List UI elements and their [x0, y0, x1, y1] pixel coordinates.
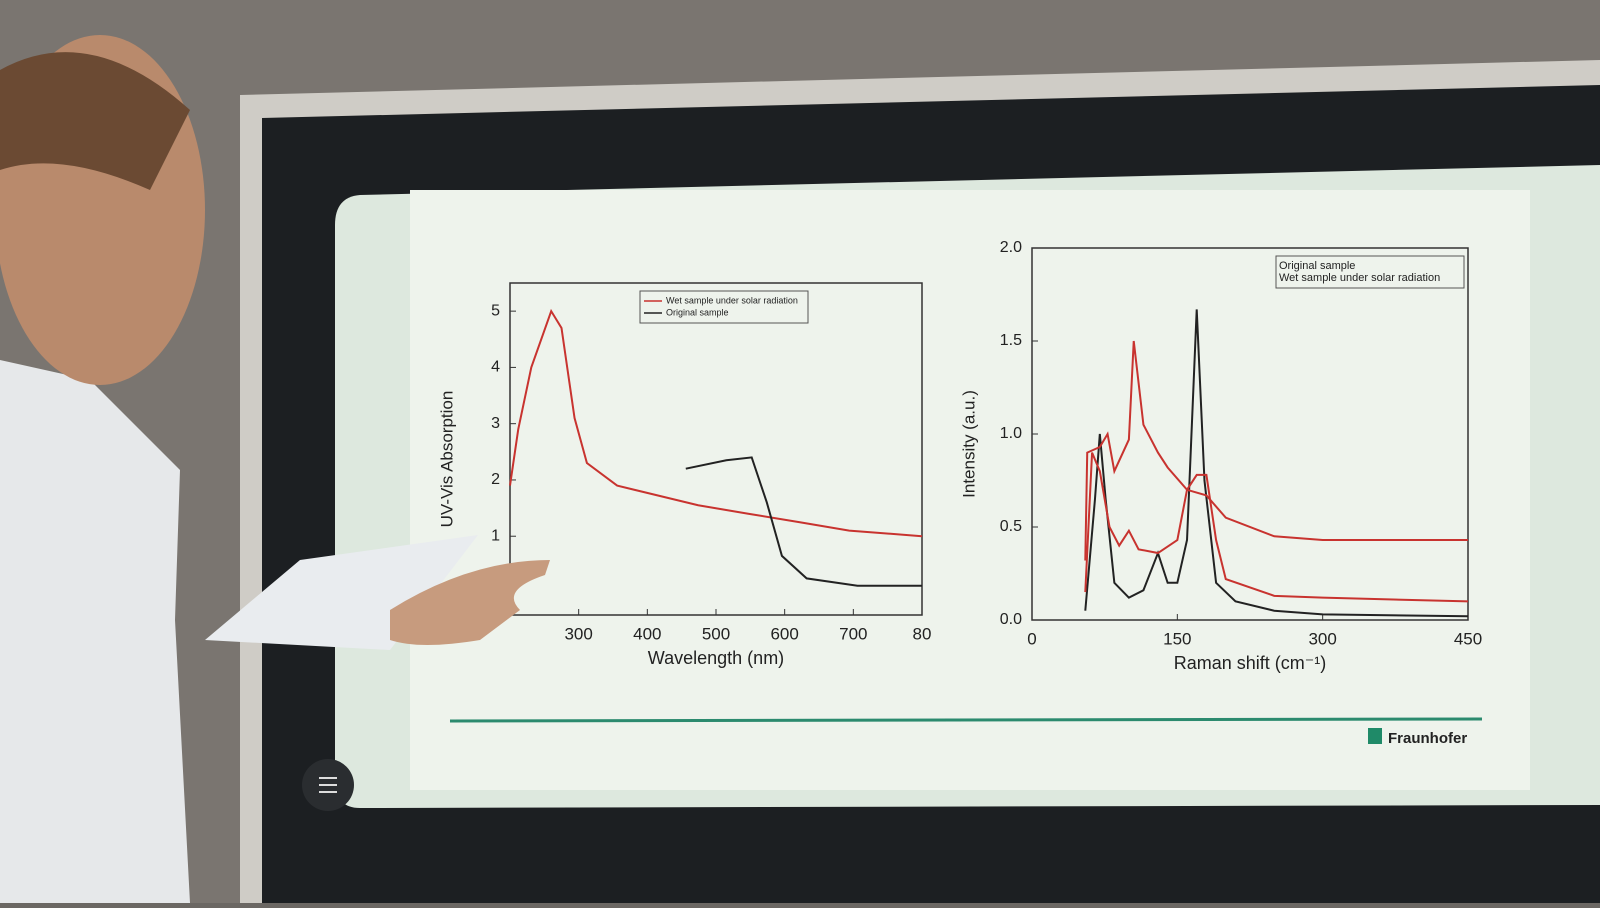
legend-box: [639, 290, 809, 324]
y-tick-label: 1.0: [1000, 425, 1022, 442]
x-axis-label: Raman shift (cm⁻¹): [1174, 653, 1327, 673]
y-axis-label: Intensity (a.u.): [959, 390, 978, 498]
legend-label: Original sample: [1279, 260, 1355, 272]
series-line: [509, 308, 923, 538]
menu-icon: [319, 777, 337, 793]
y-tick-label: 1.5: [1000, 332, 1022, 349]
series-line: [1084, 340, 1468, 561]
slide-content: [410, 190, 1530, 790]
y-tick-label: 3: [491, 415, 500, 432]
series-line: [685, 456, 922, 587]
y-tick-label: 2: [491, 471, 500, 488]
legend-label: Wet sample under solar radiation: [1279, 272, 1440, 284]
y-tick-label: 1: [491, 527, 500, 544]
plots: 300 400 500 600 700 80 1 2 3 4 5 Wavelength (nm) UV-…: [437, 239, 1482, 673]
x-tick-label: 150: [1163, 629, 1191, 648]
y-axis-label: UV-Vis Absorption: [437, 391, 456, 528]
y-tick-label: 0.0: [1000, 611, 1022, 628]
x-tick-label: 300: [564, 624, 592, 643]
legend-label: Wet sample under solar radiation: [666, 295, 798, 305]
x-tick-label: 400: [633, 624, 661, 643]
footer-rule: [449, 717, 1483, 723]
y-tick-label: 4: [491, 359, 500, 376]
x-tick-label: 0: [1027, 629, 1036, 648]
x-tick-label: 450: [1454, 629, 1482, 648]
y-tick-label: 2.0: [1000, 239, 1022, 256]
person-shirt: [0, 360, 190, 903]
series-line: [1084, 452, 1469, 603]
x-axis-label: Wavelength (nm): [648, 648, 784, 668]
person-hair: [0, 52, 190, 191]
y-tick-label: 5: [491, 302, 500, 319]
x-tick-label: 300: [1308, 629, 1336, 648]
legend-label: Original sample: [666, 307, 729, 317]
x-tick-label: 600: [770, 624, 798, 643]
hand: [390, 560, 550, 645]
logo-mark: [1368, 728, 1382, 744]
x-tick-label: 700: [839, 624, 867, 643]
logo-text: Fraunhofer: [1388, 730, 1467, 747]
legend-box: [1275, 255, 1465, 289]
x-tick-label: 500: [702, 624, 730, 643]
series-line: [1084, 309, 1469, 618]
x-tick-label: 80: [913, 624, 932, 643]
y-tick-label: 0.5: [1000, 518, 1022, 535]
